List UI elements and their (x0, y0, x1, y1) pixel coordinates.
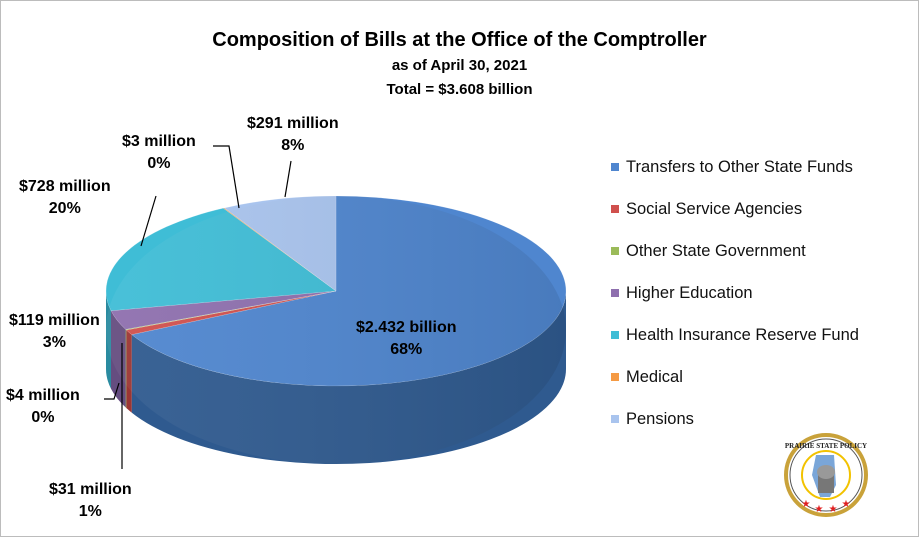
legend-label: Pensions (626, 409, 694, 428)
data-label-higher-ed: $119 million 3% (9, 312, 100, 351)
legend-item: Social Service Agencies (611, 188, 859, 230)
legend-label: Higher Education (626, 283, 753, 302)
leader-line (140, 195, 157, 247)
legend-label: Social Service Agencies (626, 199, 803, 218)
legend-swatch (611, 247, 619, 255)
leader-lines (104, 145, 292, 469)
leader-line (213, 145, 240, 209)
legend-label: Transfers to Other State Funds (626, 157, 853, 176)
svg-text:★: ★ (815, 504, 824, 515)
legend-item: Higher Education (611, 272, 859, 314)
legend-swatch (611, 205, 619, 213)
svg-text:★: ★ (842, 499, 851, 510)
svg-text:PRAIRIE STATE POLICY: PRAIRIE STATE POLICY (785, 442, 867, 450)
leader-line (104, 382, 120, 400)
legend-item: Medical (611, 356, 859, 398)
chart-total: Total = $3.608 billion (386, 81, 533, 98)
pie-side-other-state-government (125, 329, 127, 409)
data-label-medical: $3 million 0% (122, 133, 196, 172)
chart-title: Composition of Bills at the Office of th… (212, 29, 707, 51)
data-label-pensions: $291 million 8% (247, 115, 339, 154)
legend-swatch (611, 331, 619, 339)
logo: PRAIRIE STATE POLICY ★ ★ ★ ★ (784, 433, 868, 517)
leader-line (284, 160, 292, 198)
legend-label: Health Insurance Reserve Fund (626, 325, 859, 344)
pie-side-social-service-agencies (126, 330, 132, 413)
chart-subtitle: as of April 30, 2021 (391, 57, 528, 74)
svg-text:★: ★ (829, 504, 838, 515)
legend-item: Transfers to Other State Funds (611, 146, 859, 188)
legend: Transfers to Other State Funds Social Ser… (611, 146, 859, 440)
data-label-other-state-gov: $4 million 0% (6, 387, 80, 426)
legend-item: Health Insurance Reserve Fund (611, 314, 859, 356)
legend-swatch (611, 415, 619, 423)
legend-swatch (611, 289, 619, 297)
legend-item: Other State Government (611, 230, 859, 272)
legend-swatch (611, 163, 619, 171)
data-label-transfers: $2.432 billion 68% (356, 319, 457, 358)
legend-label: Medical (626, 367, 683, 386)
legend-swatch (611, 373, 619, 381)
data-label-social-service: $31 million 1% (49, 481, 132, 520)
data-label-health-insurance: $728 million 20% (19, 178, 111, 217)
legend-label: Other State Government (626, 241, 806, 260)
svg-text:★: ★ (802, 499, 811, 510)
legend-item: Pensions (611, 398, 859, 440)
